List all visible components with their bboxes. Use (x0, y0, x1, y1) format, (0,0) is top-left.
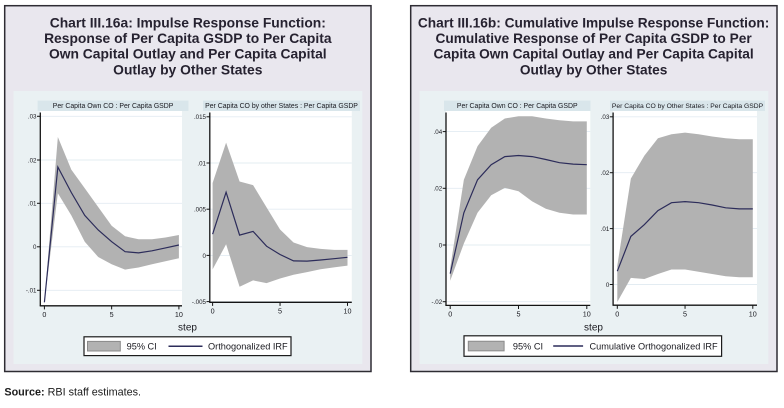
svg-text:.005: .005 (194, 207, 207, 214)
svg-text:.02: .02 (601, 170, 610, 177)
svg-text:0: 0 (203, 253, 207, 260)
svg-text:0: 0 (211, 307, 215, 316)
svg-text:Per Capita CO by other States: Per Capita CO by other States : Per Capi… (205, 103, 358, 110)
svg-text:0: 0 (33, 244, 37, 251)
svg-text:.015: .015 (194, 114, 207, 121)
svg-text:10: 10 (749, 310, 757, 319)
svg-text:.02: .02 (28, 157, 37, 164)
svg-text:10: 10 (344, 307, 352, 316)
svg-text:Capita Own Capital Outlay and: Capita Own Capital Outlay and Per Capita… (433, 47, 753, 62)
svg-text:Orthogonalized IRF: Orthogonalized IRF (208, 342, 288, 352)
svg-text:Chart III.16a: Impulse Respons: Chart III.16a: Impulse Response Function… (50, 14, 326, 30)
svg-text:10: 10 (175, 310, 183, 319)
svg-text:Outlay by Other States: Outlay by Other States (520, 62, 668, 77)
svg-text:Source: RBI staff estimates.: Source: RBI staff estimates. (4, 386, 141, 398)
svg-text:95% CI: 95% CI (513, 341, 543, 351)
svg-text:.02: .02 (434, 186, 443, 193)
svg-text:-.02: -.02 (432, 299, 443, 306)
svg-text:Own Capital Outlay and Per Cap: Own Capital Outlay and Per Capita Capita… (49, 46, 327, 62)
svg-text:Per Capita Own CO : Per Capita: Per Capita Own CO : Per Capita GSDP (53, 103, 174, 110)
svg-text:0: 0 (606, 282, 610, 289)
svg-text:5: 5 (517, 310, 521, 319)
svg-text:Cumulative Response of Per Cap: Cumulative Response of Per Capita GSDP t… (436, 31, 753, 46)
svg-text:0: 0 (439, 242, 443, 249)
svg-text:5: 5 (110, 310, 114, 319)
svg-text:-.01: -.01 (26, 288, 37, 295)
svg-text:.01: .01 (601, 226, 610, 233)
svg-text:Outlay by Other States: Outlay by Other States (113, 61, 263, 77)
svg-text:.03: .03 (601, 114, 610, 121)
svg-text:Cumulative Orthogonalized IRF: Cumulative Orthogonalized IRF (590, 341, 719, 351)
svg-text:.01: .01 (197, 160, 206, 167)
svg-text:5: 5 (683, 310, 687, 319)
svg-text:-.005: -.005 (192, 299, 207, 306)
svg-text:step: step (584, 322, 603, 333)
svg-text:Per Capita CO by Other States: Per Capita CO by Other States : Per Capi… (612, 103, 764, 110)
svg-text:Chart III.16b: Cumulative Impu: Chart III.16b: Cumulative Impulse Respon… (418, 15, 769, 30)
svg-text:step: step (178, 322, 197, 333)
svg-text:95% CI: 95% CI (127, 342, 157, 352)
svg-text:10: 10 (583, 310, 591, 319)
svg-text:Response of Per Capita GSDP to: Response of Per Capita GSDP to Per Capit… (44, 30, 332, 46)
svg-text:0: 0 (615, 310, 619, 319)
svg-text:.03: .03 (28, 114, 37, 121)
svg-text:.04: .04 (434, 129, 443, 136)
svg-text:.01: .01 (28, 201, 37, 208)
svg-text:0: 0 (448, 310, 452, 319)
svg-text:0: 0 (42, 310, 46, 319)
svg-text:Per Capita Own CO : Per Capita: Per Capita Own CO : Per Capita GSDP (457, 103, 578, 110)
svg-text:5: 5 (278, 307, 282, 316)
